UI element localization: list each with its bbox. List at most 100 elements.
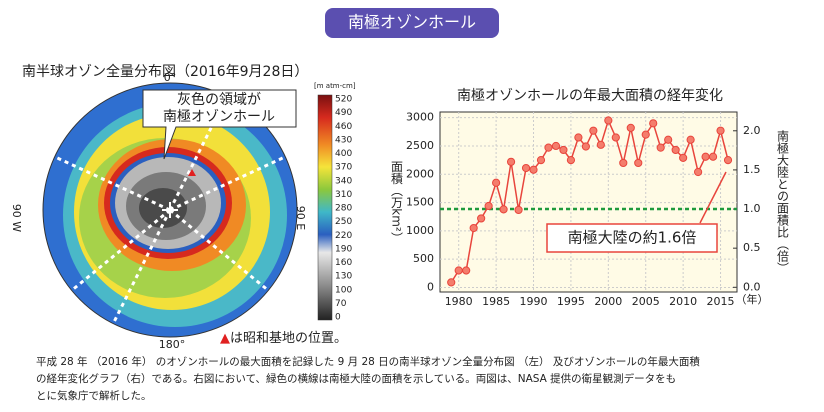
map-label-top: 0° (164, 71, 177, 84)
data-point (634, 158, 643, 168)
colorbar-tick-label: 250 (335, 217, 352, 227)
data-point (447, 278, 456, 287)
data-point (536, 156, 546, 165)
y-tick-label: 2500 (406, 139, 434, 152)
data-point (574, 133, 583, 142)
colorbar-tick-label: 100 (335, 285, 352, 295)
data-point (529, 165, 538, 174)
x-axis-label: （年） (736, 292, 769, 306)
colorbar-tick-label: 130 (335, 272, 352, 282)
colorbar-tick-label: 400 (335, 149, 352, 159)
ozone-map (43, 83, 297, 337)
map-label-left: 90 W (10, 204, 23, 232)
caption-line: とに気象庁で解析した。 (36, 389, 152, 402)
chart-title: 南極オゾンホールの年最大面積の経年変化 (457, 87, 723, 104)
data-point (656, 143, 665, 152)
y2-tick-label: 0.5 (743, 241, 761, 254)
annotation-arrow (699, 171, 727, 224)
colorbar (317, 94, 333, 321)
data-point (604, 116, 613, 125)
data-point (469, 223, 478, 233)
colorbar-tick-label: 190 (335, 244, 352, 254)
colorbar-tick-label: 310 (335, 190, 352, 200)
data-point (619, 158, 628, 168)
data-point (551, 141, 561, 151)
map-label-right: 90 E (294, 206, 307, 230)
callout-line: 灰色の領域が (177, 91, 261, 108)
station-marker (188, 169, 196, 176)
note-text: は昭和基地の位置。 (230, 331, 347, 346)
colorbar-tick-label: 460 (335, 122, 352, 132)
data-point (701, 152, 710, 161)
map-label-bottom: 180° (159, 338, 186, 351)
colorbar-tick-label: 70 (335, 299, 347, 309)
caption-line: 平成 28 年 （2016 年） のオゾンホールの最大面積を記録した 9 月 2… (36, 355, 700, 368)
colorbar-tick-label: 490 (335, 108, 352, 118)
y2-tick-label: 2.0 (743, 124, 761, 137)
x-tick-label: 2000 (594, 295, 622, 308)
data-point (723, 156, 733, 165)
data-point (708, 152, 718, 161)
data-point (686, 135, 695, 144)
y2-axis-label: 南極大陸との面積比（倍） (776, 129, 790, 274)
data-point (693, 167, 703, 177)
x-tick-label: 2005 (632, 295, 660, 308)
x-tick-label: 1980 (445, 295, 473, 308)
data-point (492, 178, 501, 187)
callout-box (142, 89, 297, 160)
colorbar-tick-label: 220 (335, 231, 352, 241)
y-axis-label: 面積（万km²） (390, 160, 404, 243)
data-point (641, 130, 650, 139)
y2-tick-label: 1.0 (743, 202, 761, 215)
data-point (477, 214, 486, 223)
data-point (544, 143, 553, 152)
colorbar-tick-label: 520 (335, 95, 352, 105)
caption-line: の経年変化グラフ（右）である。右図において、緑色の横線は南極大陸の面積を示してい… (36, 372, 676, 385)
y-tick-label: 1000 (406, 224, 434, 237)
y-tick-label: 3000 (406, 111, 434, 124)
callout-line: 南極オゾンホール (163, 109, 275, 125)
data-point (499, 205, 508, 214)
colorbar-unit: [m atm-cm] (314, 82, 356, 90)
annotation: 南極大陸の約1.6倍 (568, 229, 697, 247)
x-tick-label: 1995 (557, 295, 585, 308)
map-border (42, 82, 298, 338)
data-point (462, 266, 471, 275)
header-title: 南極オゾンホール (348, 13, 476, 32)
y2-tick-label: 1.5 (743, 163, 761, 176)
x-tick-label: 1990 (520, 295, 548, 308)
data-point (679, 153, 688, 162)
data-point (559, 145, 568, 155)
y-tick-label: 2000 (406, 167, 434, 180)
x-tick-label: 2010 (669, 295, 697, 308)
data-point (596, 140, 605, 149)
data-point (566, 156, 576, 165)
colorbar-tick-label: 0 (335, 313, 341, 323)
map-title: 南半球オゾン全量分布図（2016年9月28日） (22, 63, 308, 80)
x-tick-label: 2015 (707, 295, 735, 308)
colorbar-tick-label: 340 (335, 176, 352, 186)
header-badge (325, 8, 499, 38)
y-tick-label: 500 (413, 252, 434, 265)
note-symbol: ▲ (220, 331, 230, 346)
data-point (671, 145, 680, 155)
colorbar-tick-label: 370 (335, 163, 352, 173)
y-tick-label: 1500 (406, 196, 434, 209)
data-point (649, 119, 658, 128)
colorbar-tick-label: 160 (335, 258, 352, 268)
y2-tick-label: 0.0 (743, 280, 761, 293)
map-note: ▲は昭和基地の位置。 (220, 331, 347, 346)
data-point (454, 266, 463, 275)
data-point (521, 163, 531, 173)
data-point (581, 142, 590, 151)
x-tick-label: 1985 (482, 295, 510, 308)
data-point (611, 133, 620, 142)
data-point (506, 157, 516, 166)
colorbar-tick-label: 280 (335, 204, 352, 214)
data-point (589, 126, 598, 135)
data-point (484, 201, 493, 211)
data-point (514, 205, 523, 215)
colorbar-tick-label: 430 (335, 135, 352, 145)
data-point (626, 123, 635, 132)
